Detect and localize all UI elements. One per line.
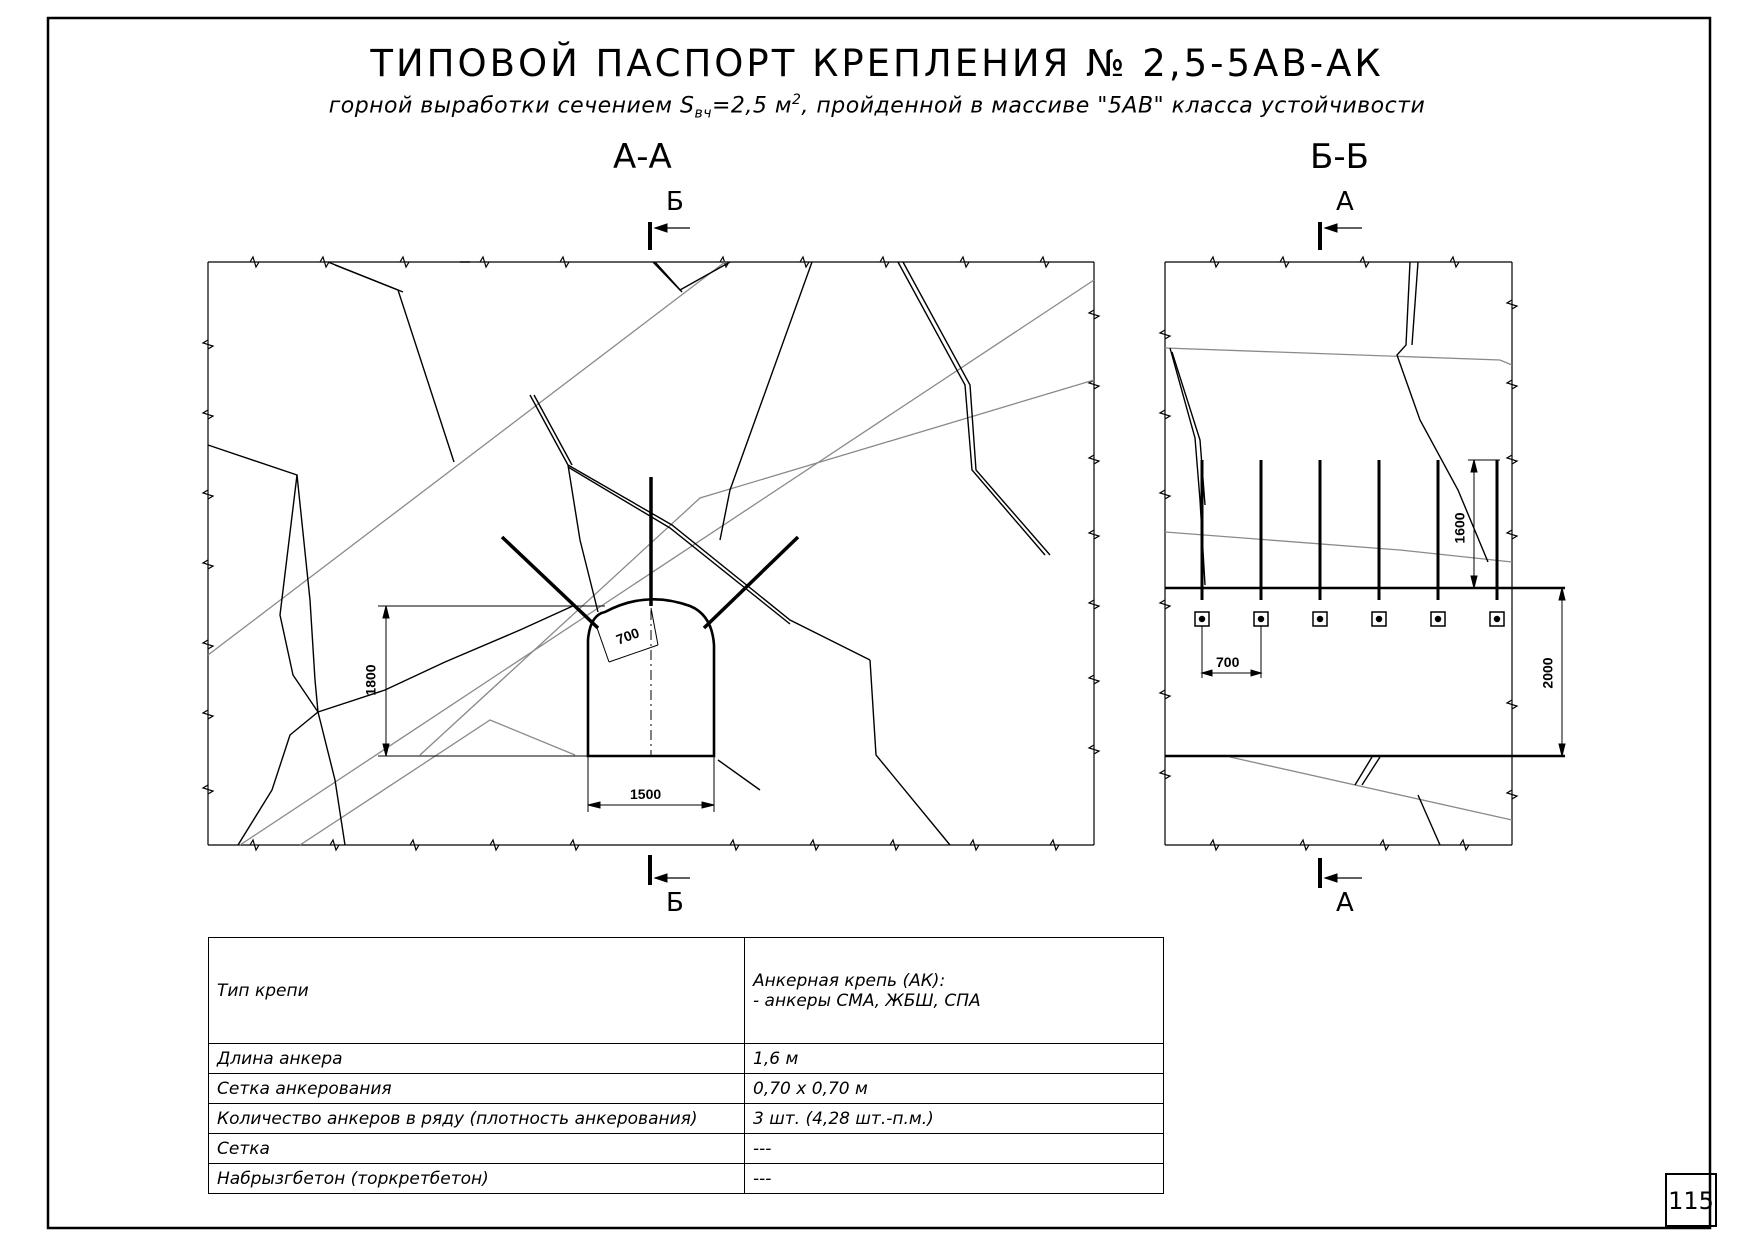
specs-table: Тип крепи Анкерная крепь (АК): - анкеры … bbox=[208, 937, 1164, 1194]
spec-value: 0,70 х 0,70 м bbox=[744, 1073, 1164, 1104]
spec-value: --- bbox=[744, 1163, 1164, 1194]
section-aa-cut-bottom: Б bbox=[666, 888, 684, 918]
spec-value: 3 шт. (4,28 шт.-п.м.) bbox=[744, 1103, 1164, 1134]
anchor-plates-bb bbox=[1194, 611, 1505, 627]
dim-700-aa bbox=[595, 607, 659, 663]
drawing-subtitle: горной выработки сечением Sвч=2,5 м2, пр… bbox=[0, 92, 1754, 122]
spec-value: --- bbox=[744, 1133, 1164, 1164]
subtitle-subscript: вч bbox=[694, 105, 712, 122]
spec-value: Анкерная крепь (АК): - анкеры СМА, ЖБШ, … bbox=[744, 937, 1164, 1044]
table-row: Сетка анкерования 0,70 х 0,70 м bbox=[208, 1073, 1164, 1104]
sheet-frame bbox=[46, 16, 1712, 1230]
spec-label: Сетка анкерования bbox=[208, 1073, 745, 1104]
cut-marks-bb bbox=[1318, 222, 1362, 888]
section-aa-label: А-А bbox=[613, 137, 672, 177]
dim-700-bb bbox=[1200, 626, 1263, 678]
section-aa-cut-top: Б bbox=[666, 187, 684, 217]
spec-label: Сетка bbox=[208, 1133, 745, 1164]
dim-label-1800: 1800 bbox=[362, 664, 379, 696]
dim-1600-bb bbox=[1468, 459, 1500, 589]
cut-marks-aa bbox=[648, 222, 690, 885]
subtitle-mid: =2,5 м bbox=[711, 93, 792, 119]
break-marks-bb bbox=[1158, 255, 1519, 852]
dim-1500-aa bbox=[587, 756, 715, 812]
dim-label-2000: 2000 bbox=[1539, 657, 1556, 689]
dim-2000-bb bbox=[1558, 587, 1566, 757]
section-bb-label: Б-Б bbox=[1310, 137, 1369, 177]
table-row: Длина анкера 1,6 м bbox=[208, 1043, 1164, 1074]
dim-label-700-bb: 700 bbox=[1216, 654, 1240, 670]
subtitle-superscript: 2 bbox=[792, 92, 802, 108]
spec-label: Набрызгбетон (торкретбетон) bbox=[208, 1163, 745, 1194]
subtitle-prefix: горной выработки сечением S bbox=[328, 93, 695, 119]
table-row: Набрызгбетон (торкретбетон) --- bbox=[208, 1163, 1164, 1194]
spec-label: Количество анкеров в ряду (плотность анк… bbox=[208, 1103, 745, 1134]
anchors-aa bbox=[500, 477, 800, 630]
spec-label: Тип крепи bbox=[208, 937, 745, 1044]
dim-1800-aa bbox=[378, 605, 605, 757]
table-row: Количество анкеров в ряду (плотность анк… bbox=[208, 1103, 1164, 1134]
spec-value: 1,6 м bbox=[744, 1043, 1164, 1074]
drawing-title: ТИПОВОЙ ПАСПОРТ КРЕПЛЕНИЯ № 2,5-5АВ-АК bbox=[370, 42, 1384, 85]
subtitle-suffix: , пройденной в массиве "5АВ" класса усто… bbox=[801, 93, 1426, 119]
anchors-bb bbox=[1200, 460, 1499, 600]
section-aa-drawing bbox=[201, 222, 1101, 885]
table-row: Сетка --- bbox=[208, 1133, 1164, 1164]
section-bb-cut-top: А bbox=[1336, 187, 1354, 217]
break-marks-aa bbox=[201, 255, 1101, 852]
page-number: 115 bbox=[1665, 1173, 1717, 1227]
spec-label: Длина анкера bbox=[208, 1043, 745, 1074]
bedding-lines-aa bbox=[207, 261, 1095, 846]
cracks-aa bbox=[207, 261, 1051, 846]
bedding-lines-bb bbox=[1164, 347, 1513, 821]
dim-label-1600: 1600 bbox=[1451, 512, 1468, 544]
section-bb-cut-bottom: А bbox=[1336, 888, 1354, 918]
dim-label-1500: 1500 bbox=[630, 786, 662, 802]
section-bb-drawing bbox=[1158, 222, 1566, 888]
table-row: Тип крепи Анкерная крепь (АК): - анкеры … bbox=[208, 937, 1164, 1044]
